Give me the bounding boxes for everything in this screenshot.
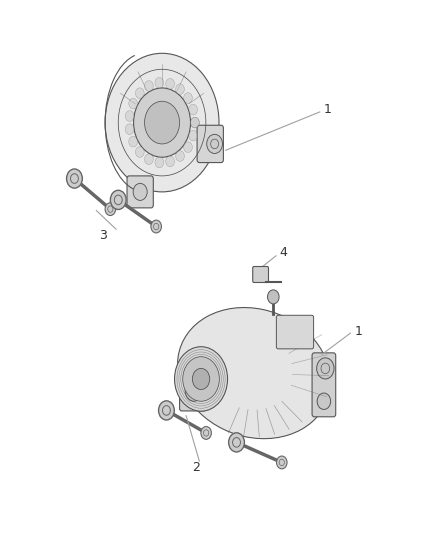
Circle shape xyxy=(129,136,138,147)
Circle shape xyxy=(155,77,164,88)
Circle shape xyxy=(159,401,174,420)
Circle shape xyxy=(125,124,134,134)
Circle shape xyxy=(135,88,144,99)
Circle shape xyxy=(151,220,162,233)
Circle shape xyxy=(183,357,219,401)
Circle shape xyxy=(207,134,223,154)
Circle shape xyxy=(189,104,198,115)
Circle shape xyxy=(201,426,212,439)
Circle shape xyxy=(317,358,334,379)
Circle shape xyxy=(129,98,138,109)
Text: 3: 3 xyxy=(99,229,107,242)
Circle shape xyxy=(134,88,191,157)
Circle shape xyxy=(166,156,174,167)
Circle shape xyxy=(145,101,180,144)
FancyBboxPatch shape xyxy=(180,370,206,411)
Circle shape xyxy=(155,157,164,168)
FancyBboxPatch shape xyxy=(276,316,314,349)
Circle shape xyxy=(176,151,184,161)
Circle shape xyxy=(133,183,147,200)
Circle shape xyxy=(192,368,210,390)
Circle shape xyxy=(145,80,153,91)
Circle shape xyxy=(191,117,199,128)
Circle shape xyxy=(276,456,287,469)
Circle shape xyxy=(67,169,82,188)
Text: 2: 2 xyxy=(192,461,200,474)
Circle shape xyxy=(135,147,144,157)
Ellipse shape xyxy=(177,308,331,439)
Circle shape xyxy=(145,154,153,165)
Circle shape xyxy=(125,111,134,122)
Circle shape xyxy=(174,347,227,411)
Circle shape xyxy=(191,117,199,128)
Text: 1: 1 xyxy=(324,103,332,116)
Circle shape xyxy=(185,380,202,401)
Circle shape xyxy=(268,290,279,304)
Circle shape xyxy=(176,84,184,94)
Circle shape xyxy=(166,78,174,89)
FancyBboxPatch shape xyxy=(127,176,153,208)
Circle shape xyxy=(110,190,126,209)
Circle shape xyxy=(105,203,116,215)
FancyBboxPatch shape xyxy=(197,125,223,163)
Circle shape xyxy=(189,130,198,141)
Circle shape xyxy=(317,393,331,409)
Circle shape xyxy=(105,53,219,192)
Text: 4: 4 xyxy=(279,246,287,259)
Circle shape xyxy=(184,142,192,152)
FancyBboxPatch shape xyxy=(253,266,268,282)
Text: 1: 1 xyxy=(355,325,363,338)
Circle shape xyxy=(184,93,192,103)
FancyBboxPatch shape xyxy=(312,353,336,417)
Circle shape xyxy=(229,433,244,452)
